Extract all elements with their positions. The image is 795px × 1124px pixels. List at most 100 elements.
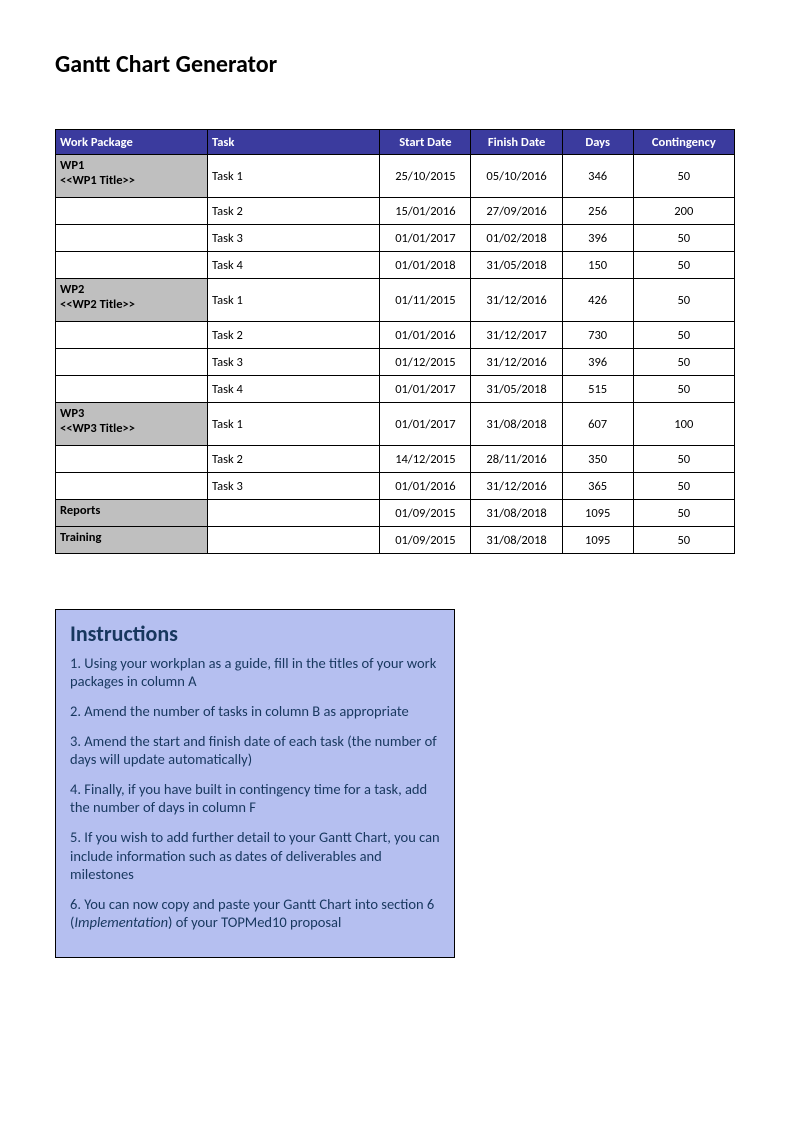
instruction-item: 5. If you wish to add further detail to … xyxy=(70,828,440,882)
wp-cell: WP1<<WP1 Title>> xyxy=(56,155,208,198)
col-header-cont: Contingency xyxy=(633,130,734,155)
instruction-item: 3. Amend the start and finish date of ea… xyxy=(70,732,440,768)
wp-label: WP2 xyxy=(60,282,203,297)
finish-cell: 31/12/2016 xyxy=(471,279,562,322)
start-cell: 01/09/2015 xyxy=(380,527,471,554)
task-cell: Task 1 xyxy=(208,155,380,198)
wp-cell: Reports xyxy=(56,500,208,527)
start-cell: 01/12/2015 xyxy=(380,349,471,376)
days-cell: 346 xyxy=(562,155,633,198)
col-header-start: Start Date xyxy=(380,130,471,155)
wp-label: WP3 xyxy=(60,406,203,421)
days-cell: 150 xyxy=(562,252,633,279)
table-row: Task 401/01/201731/05/201851550 xyxy=(56,376,735,403)
start-cell: 01/01/2016 xyxy=(380,473,471,500)
task-cell: Task 2 xyxy=(208,322,380,349)
start-cell: 14/12/2015 xyxy=(380,446,471,473)
table-row: WP2<<WP2 Title>>Task 101/11/201531/12/20… xyxy=(56,279,735,322)
wp-cell xyxy=(56,252,208,279)
wp-title-placeholder: <<WP3 Title>> xyxy=(60,421,203,436)
instruction-item: 6. You can now copy and paste your Gantt… xyxy=(70,895,440,931)
cont-cell: 50 xyxy=(633,527,734,554)
col-header-days: Days xyxy=(562,130,633,155)
wp-cell xyxy=(56,322,208,349)
table-row: Task 401/01/201831/05/201815050 xyxy=(56,252,735,279)
cont-cell: 200 xyxy=(633,198,734,225)
days-cell: 1095 xyxy=(562,527,633,554)
days-cell: 256 xyxy=(562,198,633,225)
cont-cell: 50 xyxy=(633,155,734,198)
cont-cell: 50 xyxy=(633,500,734,527)
task-cell: Task 1 xyxy=(208,403,380,446)
finish-cell: 31/08/2018 xyxy=(471,403,562,446)
cont-cell: 50 xyxy=(633,349,734,376)
wp-cell xyxy=(56,198,208,225)
finish-cell: 31/08/2018 xyxy=(471,527,562,554)
wp-cell xyxy=(56,473,208,500)
cont-cell: 50 xyxy=(633,473,734,500)
finish-cell: 31/05/2018 xyxy=(471,252,562,279)
wp-cell xyxy=(56,376,208,403)
start-cell: 25/10/2015 xyxy=(380,155,471,198)
days-cell: 515 xyxy=(562,376,633,403)
table-row: Task 301/12/201531/12/201639650 xyxy=(56,349,735,376)
start-cell: 01/01/2017 xyxy=(380,225,471,252)
col-header-task: Task xyxy=(208,130,380,155)
start-cell: 01/01/2017 xyxy=(380,403,471,446)
col-header-wp: Work Package xyxy=(56,130,208,155)
instruction-item: 2. Amend the number of tasks in column B… xyxy=(70,702,440,720)
task-cell xyxy=(208,527,380,554)
wp-cell xyxy=(56,446,208,473)
italic-word: Implementation xyxy=(74,913,168,931)
wp-cell: WP3<<WP3 Title>> xyxy=(56,403,208,446)
table-row: WP3<<WP3 Title>>Task 101/01/201731/08/20… xyxy=(56,403,735,446)
table-row: Task 201/01/201631/12/201773050 xyxy=(56,322,735,349)
finish-cell: 31/12/2017 xyxy=(471,322,562,349)
wp-cell xyxy=(56,349,208,376)
table-header-row: Work Package Task Start Date Finish Date… xyxy=(56,130,735,155)
cont-cell: 50 xyxy=(633,322,734,349)
wp-label: WP1 xyxy=(60,158,203,173)
task-cell: Task 1 xyxy=(208,279,380,322)
wp-cell: WP2<<WP2 Title>> xyxy=(56,279,208,322)
finish-cell: 01/02/2018 xyxy=(471,225,562,252)
task-cell: Task 3 xyxy=(208,225,380,252)
cont-cell: 50 xyxy=(633,225,734,252)
task-cell: Task 2 xyxy=(208,198,380,225)
gantt-table: Work Package Task Start Date Finish Date… xyxy=(55,129,735,554)
finish-cell: 05/10/2016 xyxy=(471,155,562,198)
start-cell: 15/01/2016 xyxy=(380,198,471,225)
task-cell: Task 2 xyxy=(208,446,380,473)
finish-cell: 31/12/2016 xyxy=(471,473,562,500)
instruction-item: 1. Using your workplan as a guide, fill … xyxy=(70,654,440,690)
task-cell: Task 3 xyxy=(208,349,380,376)
cont-cell: 50 xyxy=(633,446,734,473)
start-cell: 01/01/2017 xyxy=(380,376,471,403)
task-cell: Task 4 xyxy=(208,376,380,403)
table-row: Training 01/09/201531/08/2018109550 xyxy=(56,527,735,554)
start-cell: 01/11/2015 xyxy=(380,279,471,322)
wp-cell: Training xyxy=(56,527,208,554)
cont-cell: 50 xyxy=(633,376,734,403)
task-cell: Task 4 xyxy=(208,252,380,279)
instructions-title: Instructions xyxy=(70,620,440,648)
page-title: Gantt Chart Generator xyxy=(55,50,745,79)
days-cell: 396 xyxy=(562,225,633,252)
table-row: Task 214/12/201528/11/201635050 xyxy=(56,446,735,473)
wp-title-placeholder: <<WP2 Title>> xyxy=(60,297,203,312)
finish-cell: 31/12/2016 xyxy=(471,349,562,376)
days-cell: 1095 xyxy=(562,500,633,527)
start-cell: 01/01/2018 xyxy=(380,252,471,279)
days-cell: 426 xyxy=(562,279,633,322)
finish-cell: 28/11/2016 xyxy=(471,446,562,473)
table-row: Task 301/01/201631/12/201636550 xyxy=(56,473,735,500)
days-cell: 350 xyxy=(562,446,633,473)
col-header-finish: Finish Date xyxy=(471,130,562,155)
instructions-box: Instructions 1. Using your workplan as a… xyxy=(55,609,455,958)
table-row: Task 215/01/201627/09/2016256200 xyxy=(56,198,735,225)
start-cell: 01/09/2015 xyxy=(380,500,471,527)
days-cell: 396 xyxy=(562,349,633,376)
table-row: Task 301/01/201701/02/201839650 xyxy=(56,225,735,252)
instruction-item: 4. Finally, if you have built in conting… xyxy=(70,780,440,816)
finish-cell: 31/05/2018 xyxy=(471,376,562,403)
